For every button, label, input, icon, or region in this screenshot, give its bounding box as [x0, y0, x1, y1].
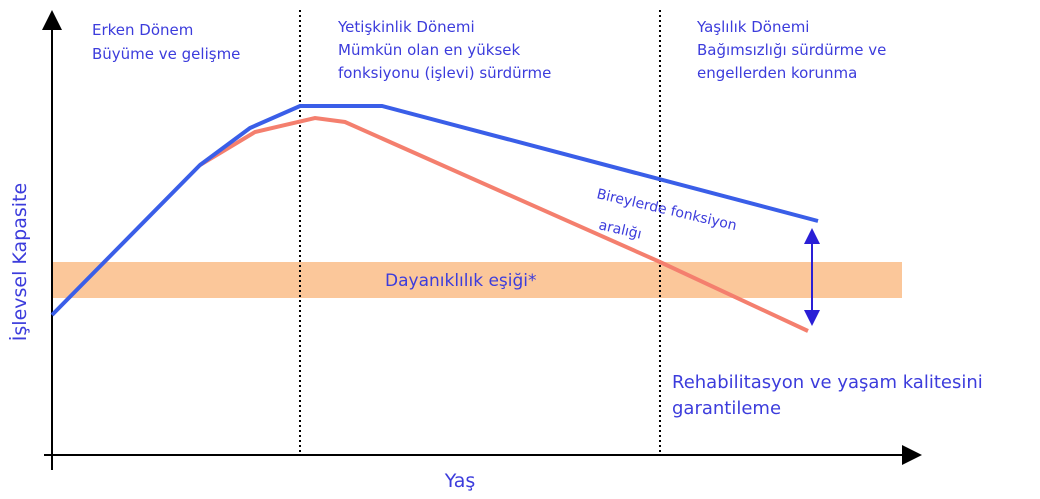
phase-text: engellerden korunma [697, 64, 857, 82]
phase-title: Yaşlılık Dönemi [696, 18, 809, 36]
note: Rehabilitasyon ve yaşam kalitesini [672, 372, 983, 393]
x-axis-label: Yaş [444, 470, 476, 492]
threshold-label: Dayanıklılık eşiği* [385, 271, 537, 291]
phase-text: fonksiyonu (işlevi) sürdürme [338, 64, 551, 82]
phase-text: Büyüme ve gelişme [92, 45, 240, 63]
upper-curve [50, 104, 819, 317]
y-axis-label: İşlevsel Kapasite [8, 183, 31, 341]
phase-title: Erken Dönem [92, 21, 193, 39]
note: garantileme [672, 398, 781, 419]
lower-curve [198, 115, 809, 333]
phase-text: Bağımsızlığı sürdürme ve [697, 41, 886, 59]
threshold-band [52, 262, 902, 298]
phase-title: Yetişkinlik Dönemi [337, 18, 475, 36]
phase-text: Mümkün olan en yüksek [338, 41, 520, 59]
